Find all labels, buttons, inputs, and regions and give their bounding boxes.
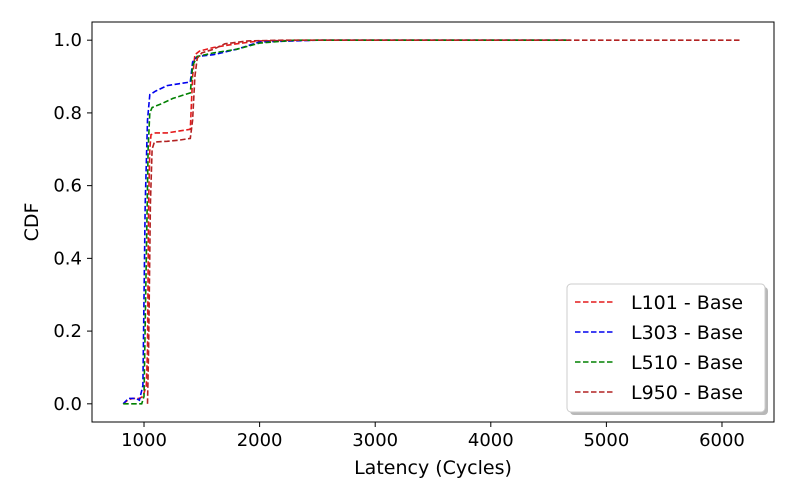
x-axis-ticks: 1000 2000 3000 4000 5000 6000: [121, 422, 745, 451]
series-line-3: [123, 39, 571, 405]
plot-lines: [122, 39, 741, 405]
y-tick-label: 1.0: [53, 30, 82, 51]
y-axis-label: CDF: [21, 203, 43, 242]
legend-label: L510 - Base: [631, 352, 743, 374]
x-tick-label: 4000: [468, 430, 514, 451]
legend-box: [566, 283, 766, 413]
x-tick-label: 2000: [237, 430, 283, 451]
series-line-4: [146, 39, 741, 404]
legend: L101 - Base L303 - Base L510 - Base L950 - …: [566, 283, 768, 415]
legend-label: L950 - Base: [631, 382, 743, 404]
legend-label: L101 - Base: [631, 292, 743, 314]
x-tick-label: 1000: [121, 430, 167, 451]
plot-frame: [91, 21, 775, 423]
y-tick-label: 0.4: [53, 248, 82, 269]
x-axis-label: Latency (Cycles): [354, 457, 512, 479]
legend-label: L303 - Base: [631, 322, 743, 344]
y-tick-label: 0.6: [53, 176, 82, 197]
series-line-2: [122, 39, 570, 405]
y-axis-ticks: 0.0 0.2 0.4 0.6 0.8 1.0: [53, 30, 92, 415]
x-tick-label: 3000: [352, 430, 398, 451]
x-tick-label: 6000: [699, 430, 745, 451]
y-tick-label: 0.0: [53, 394, 82, 415]
series-line-1: [122, 39, 566, 405]
y-tick-label: 0.2: [53, 321, 82, 342]
x-tick-label: 5000: [583, 430, 629, 451]
y-tick-label: 0.8: [53, 103, 82, 124]
